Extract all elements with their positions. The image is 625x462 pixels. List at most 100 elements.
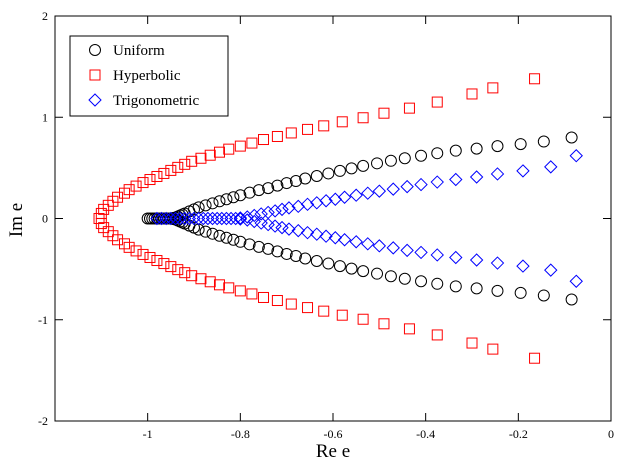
hyperbolic-point — [258, 291, 269, 303]
uniform-point — [310, 169, 323, 182]
hyperbolic-point — [137, 177, 149, 189]
hyperbolic-point — [487, 343, 499, 355]
trigonometric-point — [490, 256, 505, 270]
legend-marker-uniform — [89, 44, 101, 56]
uniform-point — [299, 252, 312, 265]
uniform-point — [398, 152, 411, 165]
uniform-point — [280, 177, 293, 190]
legend-marker-hyperbolic — [89, 69, 101, 81]
uniform-point — [280, 247, 293, 260]
trigonometric-point — [349, 235, 363, 249]
hyperbolic-point — [186, 155, 198, 167]
y-tick-label: -2 — [38, 414, 48, 428]
uniform-point — [289, 175, 302, 188]
uniform-point — [243, 238, 256, 251]
uniform-point — [431, 147, 444, 160]
hyperbolic-point — [144, 251, 156, 263]
trigonometric-point — [168, 211, 183, 226]
uniform-point — [252, 184, 265, 197]
uniform-point — [449, 144, 462, 157]
trigonometric-point — [228, 211, 243, 226]
trigonometric-point — [449, 250, 463, 265]
uniform-point — [220, 231, 233, 244]
trigonometric-point — [275, 202, 289, 217]
uniform-point — [252, 240, 265, 253]
uniform-point — [537, 289, 550, 302]
trigonometric-point — [224, 211, 238, 226]
x-tick-label: -1 — [143, 427, 153, 441]
hyperbolic-point — [179, 158, 191, 170]
trigonometric-point — [544, 160, 558, 174]
uniform-point — [357, 265, 370, 278]
y-tick-label: -1 — [38, 313, 48, 327]
uniform-point — [243, 186, 256, 199]
data-marks — [93, 73, 583, 364]
hyperbolic-point — [466, 88, 478, 100]
y-tick-label: 2 — [42, 9, 48, 23]
trigonometric-point — [268, 204, 282, 218]
uniform-point — [398, 272, 411, 285]
trigonometric-point — [361, 237, 375, 251]
hyperbolic-point — [95, 218, 107, 230]
uniform-point — [333, 164, 346, 177]
hyperbolic-series — [93, 73, 541, 364]
trigonometric-point — [182, 211, 197, 226]
hyperbolic-point — [318, 120, 330, 132]
hyperbolic-point — [431, 96, 443, 108]
uniform-point — [514, 286, 527, 299]
trigonometric-point — [201, 211, 215, 226]
trigonometric-point — [150, 211, 164, 226]
uniform-point — [220, 193, 233, 206]
hyperbolic-point — [336, 309, 348, 321]
legend-label-hyperbolic: Hyperbolic — [113, 68, 181, 84]
hyperbolic-point — [158, 258, 170, 270]
hyperbolic-point — [123, 241, 135, 253]
trigonometric-point — [328, 192, 343, 206]
hyperbolic-point — [165, 261, 177, 273]
trigonometric-point — [187, 211, 201, 226]
uniform-point — [449, 280, 462, 293]
hyperbolic-point — [144, 174, 156, 186]
hyperbolic-point — [285, 298, 297, 310]
x-tick-label: 0 — [608, 427, 614, 441]
trigonometric-point — [215, 211, 229, 226]
uniform-point — [491, 140, 504, 153]
uniform-point — [322, 167, 335, 180]
hyperbolic-point — [246, 137, 258, 149]
hyperbolic-point — [172, 161, 184, 173]
hyperbolic-point — [130, 180, 142, 192]
trigonometric-point — [372, 239, 387, 253]
trigonometric-point — [516, 259, 530, 273]
x-axis-label: Re e — [316, 441, 350, 462]
uniform-point — [415, 149, 428, 162]
hyperbolic-point — [112, 191, 124, 203]
hyperbolic-point — [529, 352, 541, 364]
trigonometric-point — [569, 274, 583, 288]
uniform-point — [271, 179, 284, 192]
uniform-point — [262, 182, 275, 195]
trigonometric-point — [469, 170, 484, 184]
trigonometric-point — [173, 211, 187, 226]
hyperbolic-point — [112, 234, 124, 246]
trigonometric-point — [449, 172, 463, 187]
trigonometric-point — [282, 222, 296, 236]
hyperbolic-point — [195, 152, 207, 164]
trigonometric-point — [337, 233, 352, 247]
hyperbolic-point — [223, 282, 235, 294]
trigonometric-point — [310, 227, 324, 241]
trigonometric-point — [159, 211, 173, 226]
trigonometric-point — [233, 211, 248, 225]
uniform-point — [299, 172, 312, 185]
uniform-point — [371, 267, 384, 280]
hyperbolic-point — [158, 167, 170, 179]
trigonometric-point — [310, 196, 324, 210]
uniform-point — [289, 249, 302, 262]
hyperbolic-point — [172, 264, 184, 276]
trigonometric-point — [361, 186, 375, 200]
uniform-point — [310, 255, 323, 268]
trigonometric-point — [219, 211, 234, 226]
trigonometric-point — [247, 208, 261, 223]
legend-label-uniform: Uniform — [113, 43, 165, 59]
hyperbolic-point — [302, 302, 314, 314]
hyperbolic-point — [213, 279, 225, 291]
